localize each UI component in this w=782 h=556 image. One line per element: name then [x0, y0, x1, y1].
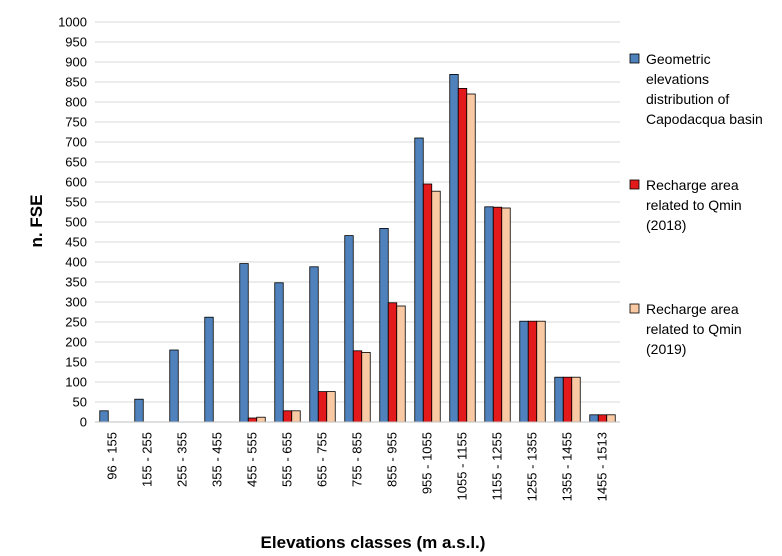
bar	[422, 183, 433, 423]
x-tick-label: 1155 - 1255	[490, 432, 505, 500]
x-tick-label: 955 - 1055	[420, 432, 435, 494]
y-tick-label: 700	[65, 135, 87, 150]
bar	[379, 227, 389, 423]
y-axis-title: n. FSE	[27, 195, 46, 248]
y-tick-label: 650	[65, 155, 87, 170]
y-tick-label: 600	[65, 175, 87, 190]
bar	[536, 320, 546, 423]
y-tick-label: 200	[65, 335, 87, 350]
y-tick-label: 500	[65, 215, 87, 230]
x-tick-label: 455 - 555	[245, 432, 260, 487]
y-tick-label: 800	[65, 95, 87, 110]
bar	[606, 414, 616, 423]
x-tick-label: 1255 - 1355	[525, 432, 540, 501]
bar	[169, 349, 179, 423]
bar	[326, 391, 336, 423]
y-tick-labels: 0 50 100 150 200 250 300 350 400 450 500 550 600 650 7…	[58, 15, 87, 430]
bar	[501, 207, 511, 423]
bar	[247, 417, 258, 423]
bar	[309, 266, 319, 423]
x-tick-label: 355 - 455	[210, 432, 225, 487]
bar	[484, 206, 494, 423]
x-tick-label: 655 - 755	[315, 432, 330, 487]
bar	[519, 320, 529, 423]
bar	[449, 74, 459, 423]
y-tick-label: 550	[65, 195, 87, 210]
y-tick-label: 300	[65, 295, 87, 310]
bar	[274, 282, 284, 423]
bar	[571, 376, 581, 423]
x-tick-label: 96 - 155	[105, 432, 120, 480]
x-tick-label: 855 - 955	[385, 432, 400, 487]
legend-swatch	[629, 303, 640, 314]
bar	[457, 88, 468, 423]
bar	[282, 410, 293, 423]
legend-entry: Geometric elevations distribution of Capoda…	[646, 51, 763, 127]
y-tick-label: 100	[65, 375, 87, 390]
bar	[344, 235, 354, 423]
bar	[492, 206, 503, 423]
gridlines	[95, 21, 620, 423]
bar	[589, 414, 599, 423]
bar	[291, 410, 301, 423]
y-tick-label: 0	[80, 415, 87, 430]
x-tick-label: 155 - 255	[140, 432, 155, 487]
bar	[239, 263, 249, 423]
x-tick-label: 1355 - 1455	[560, 432, 575, 501]
y-tick-label: 250	[65, 315, 87, 330]
bar	[204, 316, 214, 423]
y-tick-label: 50	[73, 395, 87, 410]
x-tick-labels: 96 - 155 155 - 255 255 - 355 355 - 455 455 -…	[105, 432, 610, 501]
bar	[396, 305, 406, 423]
x-axis-title: Elevations classes (m a.s.l.)	[261, 533, 486, 552]
bar	[554, 376, 564, 423]
legend: Geometric elevations distribution of Capoda…	[629, 51, 763, 357]
bar	[317, 391, 328, 423]
bars	[99, 74, 616, 423]
bar	[352, 350, 363, 423]
y-tick-label: 150	[65, 355, 87, 370]
bar	[527, 320, 538, 423]
y-tick-label: 350	[65, 275, 87, 290]
x-tick-label: 755 - 855	[350, 432, 365, 487]
bar	[414, 137, 424, 423]
y-tick-label: 950	[65, 35, 87, 50]
x-tick-label: 1055 - 1155	[455, 432, 470, 500]
y-tick-label: 400	[65, 255, 87, 270]
bar	[99, 410, 109, 423]
bar	[466, 93, 476, 423]
y-tick-label: 1000	[58, 15, 87, 30]
x-tick-label: 1455 - 1513	[595, 432, 610, 501]
legend-entry: Recharge area related to Qmin (2019)	[646, 301, 742, 357]
bar	[134, 398, 144, 423]
bar	[597, 414, 608, 423]
bar	[562, 376, 573, 423]
legend-swatch	[629, 53, 640, 64]
y-tick-label: 450	[65, 235, 87, 250]
y-tick-label: 900	[65, 55, 87, 70]
x-tick-label: 255 - 355	[175, 432, 190, 487]
bar	[387, 302, 398, 423]
bar	[256, 416, 266, 423]
x-tick-label: 555 - 655	[280, 432, 295, 487]
y-tick-label: 750	[65, 115, 87, 130]
legend-entry: Recharge area related to Qmin (2018)	[646, 177, 742, 233]
legend-swatch	[629, 179, 640, 190]
bar	[431, 190, 441, 423]
bar	[361, 351, 371, 423]
y-tick-label: 850	[65, 75, 87, 90]
